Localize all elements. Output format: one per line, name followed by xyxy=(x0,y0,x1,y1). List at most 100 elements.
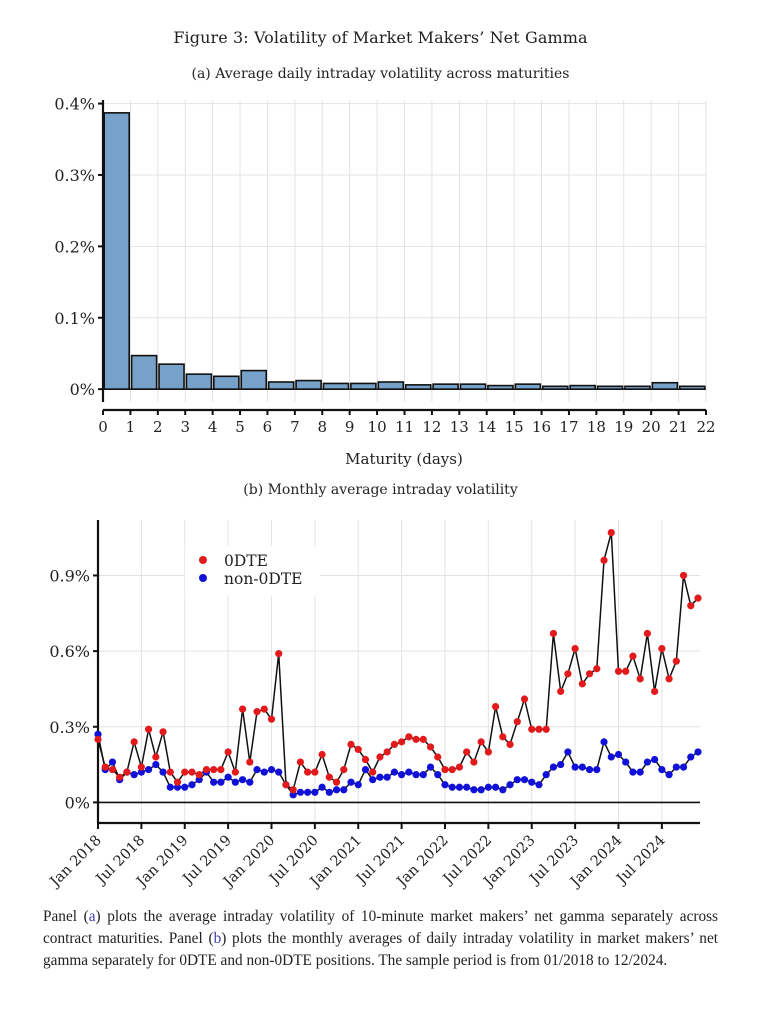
bar xyxy=(295,379,322,390)
series-non-0dte-point xyxy=(173,783,182,791)
series-0dte-point xyxy=(202,766,211,774)
series-0dte-point xyxy=(477,738,485,746)
bar xyxy=(377,381,405,390)
x-tick-label: 15 xyxy=(505,418,524,436)
x-tick-label: 19 xyxy=(614,418,633,436)
series-non-0dte-point xyxy=(600,738,608,746)
series-0dte-point xyxy=(578,680,586,688)
x-tick-label: 0 xyxy=(98,418,108,436)
series-0dte-point xyxy=(593,665,601,673)
series-non-0dte-point xyxy=(354,781,362,789)
series-0dte-point xyxy=(665,675,673,683)
series-0dte-point xyxy=(542,725,550,733)
series-non-0dte-point xyxy=(463,783,471,791)
series-non-0dte-point xyxy=(643,758,651,766)
series-non-0dte-point xyxy=(376,773,384,781)
panel-a-x-axis-label: Maturity (days) xyxy=(345,450,463,468)
x-tick-label: 7 xyxy=(290,418,300,436)
series-0dte-point xyxy=(629,652,637,660)
series-non-0dte-point xyxy=(304,788,312,796)
series-0dte-point xyxy=(535,725,543,733)
x-tick-label: 1 xyxy=(126,418,136,436)
legend-label-0dte: 0DTE xyxy=(224,552,268,570)
panel-a-bar-chart: 0%0.1%0.2%0.3%0.4% 0 1 2 3 4 5 6 7 8 9 10 11 12 13 14 1… xyxy=(54,95,715,468)
series-0dte-point xyxy=(643,629,651,638)
panel-b-axes xyxy=(93,520,700,829)
series-non-0dte-point xyxy=(535,781,543,789)
series-0dte-point xyxy=(260,705,268,713)
series-0dte-point xyxy=(491,702,500,711)
bar xyxy=(350,382,377,390)
series-non-0dte-point xyxy=(325,788,333,796)
series-0dte-point xyxy=(94,735,102,743)
y-tick-label: 0.9% xyxy=(49,566,90,585)
series-non-0dte-point xyxy=(658,766,666,774)
series-non-0dte-point xyxy=(455,783,464,791)
series-0dte-point xyxy=(101,763,109,771)
series-0dte-point xyxy=(398,738,406,746)
bar xyxy=(158,363,185,390)
series-non-0dte-point xyxy=(390,768,398,776)
series-0dte-point xyxy=(137,763,145,771)
series-0dte-point xyxy=(412,735,420,743)
series-0dte-point xyxy=(253,708,261,716)
series-non-0dte-point xyxy=(434,771,442,779)
x-tick-label: 6 xyxy=(263,418,273,436)
x-tick-label: 4 xyxy=(208,418,218,436)
series-non-0dte-point xyxy=(238,776,247,784)
x-tick-label: 2 xyxy=(153,418,163,436)
series-0dte-point xyxy=(289,786,297,794)
series-0dte-point xyxy=(694,594,702,602)
series-0dte-point xyxy=(520,695,529,703)
panel-a-bars xyxy=(103,112,706,390)
y-tick-label: 0.3% xyxy=(49,718,90,737)
panel-a-grid xyxy=(102,100,707,402)
series-non-0dte-point xyxy=(108,758,117,766)
series-0dte-point xyxy=(622,667,630,675)
series-non-0dte-point xyxy=(332,786,341,794)
bar xyxy=(267,381,295,390)
series-0dte-point xyxy=(506,740,514,749)
series-0dte-point xyxy=(658,644,666,653)
series-0dte-point xyxy=(195,771,203,779)
series-0dte-point xyxy=(116,773,124,781)
series-0dte-point xyxy=(181,768,189,776)
caption-ref-panel-b[interactable]: b xyxy=(213,930,222,947)
x-tick-label: 13 xyxy=(450,418,469,436)
y-tick-label: 0% xyxy=(70,380,95,399)
series-0dte-point xyxy=(340,766,348,774)
series-0dte-point xyxy=(672,657,680,665)
y-tick-label: 0% xyxy=(65,793,90,812)
series-0dte-point xyxy=(679,571,688,580)
caption-ref-panel-a[interactable]: a xyxy=(88,908,96,925)
series-non-0dte-point xyxy=(528,778,536,786)
series-0dte-point xyxy=(571,644,579,653)
series-non-0dte-point xyxy=(614,750,623,759)
series-0dte-point xyxy=(419,735,427,743)
series-non-0dte-point xyxy=(137,768,145,776)
y-tick-label: 0.4% xyxy=(54,95,95,114)
series-non-0dte-point xyxy=(289,791,297,799)
series-0dte-point xyxy=(651,687,659,696)
series-0dte-point xyxy=(369,768,377,776)
series-0dte-point xyxy=(383,748,391,756)
series-non-0dte-point xyxy=(687,753,695,761)
panel-b-y-tick-labels: 0% 0.3% 0.6% 0.9% xyxy=(49,566,90,812)
series-non-0dte-point xyxy=(426,763,435,771)
series-non-0dte-point xyxy=(419,771,427,779)
bar xyxy=(213,375,240,390)
figure-title: Figure 3: Volatility of Market Makers’ N… xyxy=(173,28,588,47)
series-0dte-point xyxy=(484,748,492,756)
x-tick-label: 21 xyxy=(669,418,688,436)
series-non-0dte-point xyxy=(679,763,688,771)
series-non-0dte-point xyxy=(210,778,218,786)
series-0dte-point xyxy=(296,758,305,766)
caption-text-1: Panel ( xyxy=(43,908,89,925)
series-0dte-point xyxy=(123,768,131,776)
panel-a-y-tick-labels: 0% 0.1% 0.2% 0.3% 0.4% xyxy=(54,95,95,400)
series-non-0dte-point xyxy=(361,766,370,774)
bar xyxy=(130,354,158,390)
series-0dte-point xyxy=(607,529,615,537)
x-tick-label: 3 xyxy=(180,418,190,436)
